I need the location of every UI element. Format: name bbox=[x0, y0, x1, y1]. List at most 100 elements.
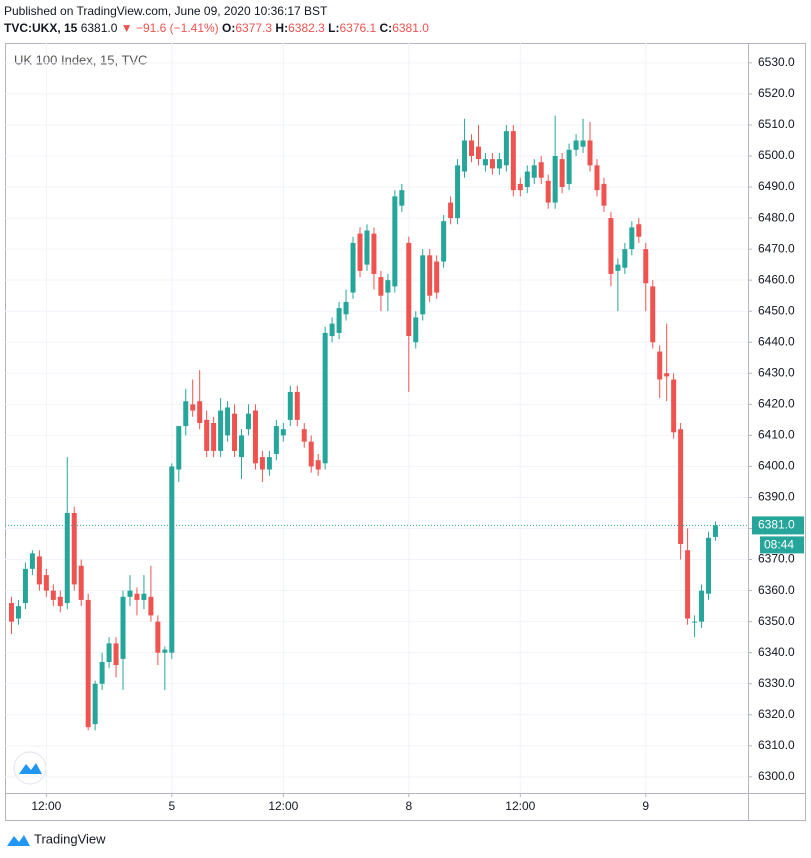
candle-body bbox=[218, 410, 224, 451]
last: 6381.0 bbox=[80, 21, 118, 35]
candle-body bbox=[78, 565, 84, 600]
y-tick-label: 6420.0 bbox=[758, 397, 795, 411]
candle-body bbox=[587, 140, 593, 166]
candle-body bbox=[294, 391, 300, 420]
candle-body bbox=[211, 422, 217, 451]
candle-body bbox=[538, 162, 544, 178]
ohlc-label: C: bbox=[379, 21, 393, 35]
candle-body bbox=[71, 512, 77, 585]
countdown-label: 08:44 bbox=[764, 538, 794, 552]
candle-body bbox=[699, 590, 705, 622]
y-tick-label: 6300.0 bbox=[758, 769, 795, 783]
candle-body bbox=[524, 171, 530, 188]
candle-body bbox=[225, 407, 231, 436]
y-tick-label: 6400.0 bbox=[758, 459, 795, 473]
candle-body bbox=[239, 435, 245, 458]
candle-body bbox=[469, 140, 475, 156]
arrow: ▼ bbox=[117, 21, 136, 35]
candle-body bbox=[462, 140, 468, 172]
y-tick-label: 6520.0 bbox=[758, 86, 795, 100]
candle-body bbox=[399, 190, 405, 206]
candle-body bbox=[169, 466, 175, 653]
change: −91.6 (−1.41%) bbox=[135, 21, 219, 35]
candle-body bbox=[420, 255, 426, 315]
candle-body bbox=[517, 183, 523, 191]
candle-body bbox=[113, 643, 119, 666]
candle-body bbox=[712, 525, 718, 537]
candle-body bbox=[9, 603, 14, 622]
header: Published on TradingView.com, June 09, 2… bbox=[4, 3, 429, 37]
footer-logo bbox=[7, 835, 30, 846]
candle-body bbox=[664, 373, 670, 377]
x-tick-label: 12:00 bbox=[505, 799, 535, 813]
y-tick-label: 6430.0 bbox=[758, 365, 795, 379]
candle-body bbox=[190, 404, 196, 411]
candle-body bbox=[594, 165, 600, 191]
countdown-tag bbox=[760, 536, 804, 554]
y-tick-label: 6390.0 bbox=[758, 490, 795, 504]
y-tick-label: 6330.0 bbox=[758, 676, 795, 690]
candle-body bbox=[489, 159, 495, 169]
candle-body bbox=[252, 410, 258, 464]
x-tick-label: 12:00 bbox=[31, 799, 61, 813]
candle-body bbox=[441, 221, 447, 262]
ohlc-value: 6377.3 bbox=[235, 21, 273, 35]
candle-body bbox=[64, 512, 70, 604]
candle-body bbox=[531, 165, 537, 178]
candle-body bbox=[622, 249, 628, 268]
candle-body bbox=[85, 599, 91, 728]
candle-body bbox=[36, 556, 42, 585]
candle-body bbox=[29, 553, 35, 569]
candle-body bbox=[148, 596, 154, 616]
candle-body bbox=[559, 159, 565, 188]
candle-body bbox=[552, 155, 558, 203]
candle-body bbox=[371, 233, 377, 274]
y-tick-label: 6500.0 bbox=[758, 148, 795, 162]
symbol: TVC:UKX, 15 bbox=[4, 21, 78, 35]
grid bbox=[5, 43, 748, 793]
candle-body bbox=[308, 441, 314, 467]
ohlc-value: 6382.3 bbox=[288, 21, 325, 35]
candle-body bbox=[204, 419, 210, 451]
y-tick-label: 6470.0 bbox=[758, 241, 795, 255]
candle-body bbox=[329, 323, 335, 337]
candle-body bbox=[162, 649, 168, 653]
y-tick-label: 6460.0 bbox=[758, 272, 795, 286]
candle-body bbox=[57, 596, 63, 607]
quote-line: TVC:UKX, 15 6381.0 ▼ −91.6 (−1.41%) O:63… bbox=[4, 20, 429, 37]
published: Published on TradingView.com, June 09, 2… bbox=[4, 4, 328, 18]
candle-body bbox=[232, 413, 238, 451]
candle-body bbox=[134, 593, 140, 600]
ohlc-label: O: bbox=[222, 21, 236, 35]
candle-body bbox=[315, 460, 321, 470]
candle-body bbox=[685, 550, 691, 619]
candle-body bbox=[92, 683, 98, 725]
ohlc-label: L: bbox=[328, 21, 340, 35]
candle-body bbox=[155, 621, 161, 653]
y-tick-label: 6320.0 bbox=[758, 707, 795, 721]
y-tick-label: 6370.0 bbox=[758, 552, 795, 566]
candle-body bbox=[357, 233, 363, 271]
x-tick-label: 9 bbox=[642, 799, 649, 813]
candle-body bbox=[259, 457, 265, 470]
candle-body bbox=[601, 183, 607, 206]
candle-body bbox=[127, 590, 133, 597]
price-tag-label: 6381.0 bbox=[758, 518, 795, 532]
candle-body bbox=[413, 317, 419, 343]
frame bbox=[5, 43, 806, 821]
candle-body bbox=[99, 661, 105, 684]
candle-body bbox=[176, 426, 182, 470]
y-tick-label: 6440.0 bbox=[758, 334, 795, 348]
candle-body bbox=[706, 537, 711, 594]
candle-body bbox=[266, 457, 272, 470]
candle-body bbox=[566, 149, 572, 184]
candle-body bbox=[657, 351, 663, 380]
y-tick-label: 6310.0 bbox=[758, 738, 795, 752]
y-tick-label: 6360.0 bbox=[758, 583, 795, 597]
candle-body bbox=[496, 159, 502, 169]
ohlc-label: H: bbox=[275, 21, 289, 35]
x-tick-label: 8 bbox=[405, 799, 412, 813]
candle-body bbox=[22, 568, 28, 604]
